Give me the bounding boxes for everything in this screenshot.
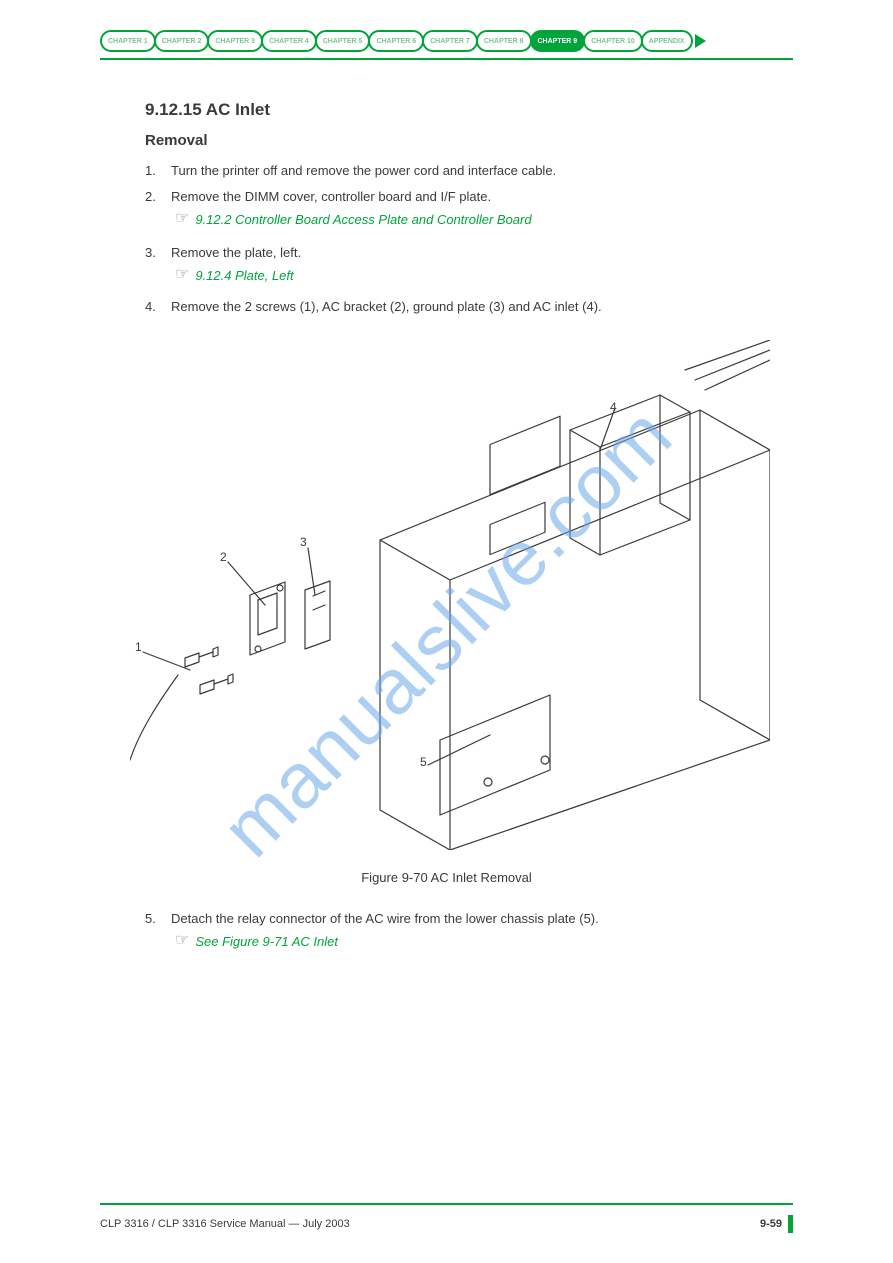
xref-2-text: 9.12.4 Plate, Left bbox=[195, 268, 293, 283]
xref-3-text: See Figure 9-71 AC Inlet bbox=[195, 934, 338, 949]
nav-chapter-5[interactable]: CHAPTER 5 bbox=[315, 30, 371, 52]
callout-2: 2 bbox=[220, 550, 227, 564]
nav-chapter-4[interactable]: CHAPTER 4 bbox=[261, 30, 317, 52]
footer-page-bar-icon bbox=[788, 1215, 793, 1233]
nav-appendix[interactable]: APPENDIX bbox=[641, 30, 693, 52]
footer-left: CLP 3316 / CLP 3316 Service Manual — Jul… bbox=[100, 1218, 350, 1230]
step-4: 4.Remove the 2 screws (1), AC bracket (2… bbox=[145, 298, 793, 316]
footer-page-number: 9-59 bbox=[760, 1218, 782, 1230]
step-4-num: 4. bbox=[145, 298, 171, 316]
page-footer: CLP 3316 / CLP 3316 Service Manual — Jul… bbox=[100, 1215, 793, 1233]
hand-pointer-icon: ☞ bbox=[175, 933, 189, 949]
nav-next-arrow-icon[interactable] bbox=[695, 34, 706, 48]
step-3-num: 3. bbox=[145, 244, 171, 262]
step-2-num: 2. bbox=[145, 188, 171, 206]
step-2-text: Remove the DIMM cover, controller board … bbox=[171, 189, 491, 204]
figure-ac-inlet: 4 2 3 1 5 bbox=[130, 340, 770, 850]
subsection-heading: Removal bbox=[145, 132, 208, 149]
nav-chapter-2[interactable]: CHAPTER 2 bbox=[154, 30, 210, 52]
header-rule bbox=[100, 58, 793, 60]
step-5-num: 5. bbox=[145, 910, 171, 928]
callout-1: 1 bbox=[135, 640, 142, 654]
callout-3: 3 bbox=[300, 535, 307, 549]
footer-rule bbox=[100, 1203, 793, 1205]
step-3: 3.Remove the plate, left. bbox=[145, 244, 793, 262]
nav-chapter-9[interactable]: CHAPTER 9 bbox=[530, 30, 586, 52]
nav-chapter-8[interactable]: CHAPTER 8 bbox=[476, 30, 532, 52]
step-5: 5.Detach the relay connector of the AC w… bbox=[145, 910, 793, 928]
xref-2[interactable]: ☞ 9.12.4 Plate, Left bbox=[175, 268, 793, 283]
step-3-text: Remove the plate, left. bbox=[171, 245, 301, 260]
step-1-text: Turn the printer off and remove the powe… bbox=[171, 163, 556, 178]
hand-pointer-icon: ☞ bbox=[175, 211, 189, 227]
nav-chapter-7[interactable]: CHAPTER 7 bbox=[422, 30, 478, 52]
nav-chapter-3[interactable]: CHAPTER 3 bbox=[207, 30, 263, 52]
figure-svg bbox=[130, 340, 770, 850]
footer-page: 9-59 bbox=[760, 1215, 793, 1233]
callout-4: 4 bbox=[610, 400, 617, 414]
xref-1-text: 9.12.2 Controller Board Access Plate and… bbox=[195, 212, 531, 227]
xref-1[interactable]: ☞ 9.12.2 Controller Board Access Plate a… bbox=[175, 212, 793, 227]
chapter-nav: CHAPTER 1 CHAPTER 2 CHAPTER 3 CHAPTER 4 … bbox=[100, 30, 793, 52]
step-1: 1.Turn the printer off and remove the po… bbox=[145, 162, 793, 180]
hand-pointer-icon: ☞ bbox=[175, 267, 189, 283]
step-5-text: Detach the relay connector of the AC wir… bbox=[171, 911, 599, 926]
step-2: 2.Remove the DIMM cover, controller boar… bbox=[145, 188, 793, 206]
nav-chapter-1[interactable]: CHAPTER 1 bbox=[100, 30, 156, 52]
step-4-text: Remove the 2 screws (1), AC bracket (2),… bbox=[171, 299, 602, 314]
section-heading: 9.12.15 AC Inlet bbox=[145, 100, 270, 120]
callout-5: 5 bbox=[420, 755, 427, 769]
nav-chapter-6[interactable]: CHAPTER 6 bbox=[368, 30, 424, 52]
figure-caption: Figure 9-70 AC Inlet Removal bbox=[0, 870, 893, 885]
nav-chapter-10[interactable]: CHAPTER 10 bbox=[583, 30, 643, 52]
step-1-num: 1. bbox=[145, 162, 171, 180]
xref-3[interactable]: ☞ See Figure 9-71 AC Inlet bbox=[175, 934, 793, 949]
